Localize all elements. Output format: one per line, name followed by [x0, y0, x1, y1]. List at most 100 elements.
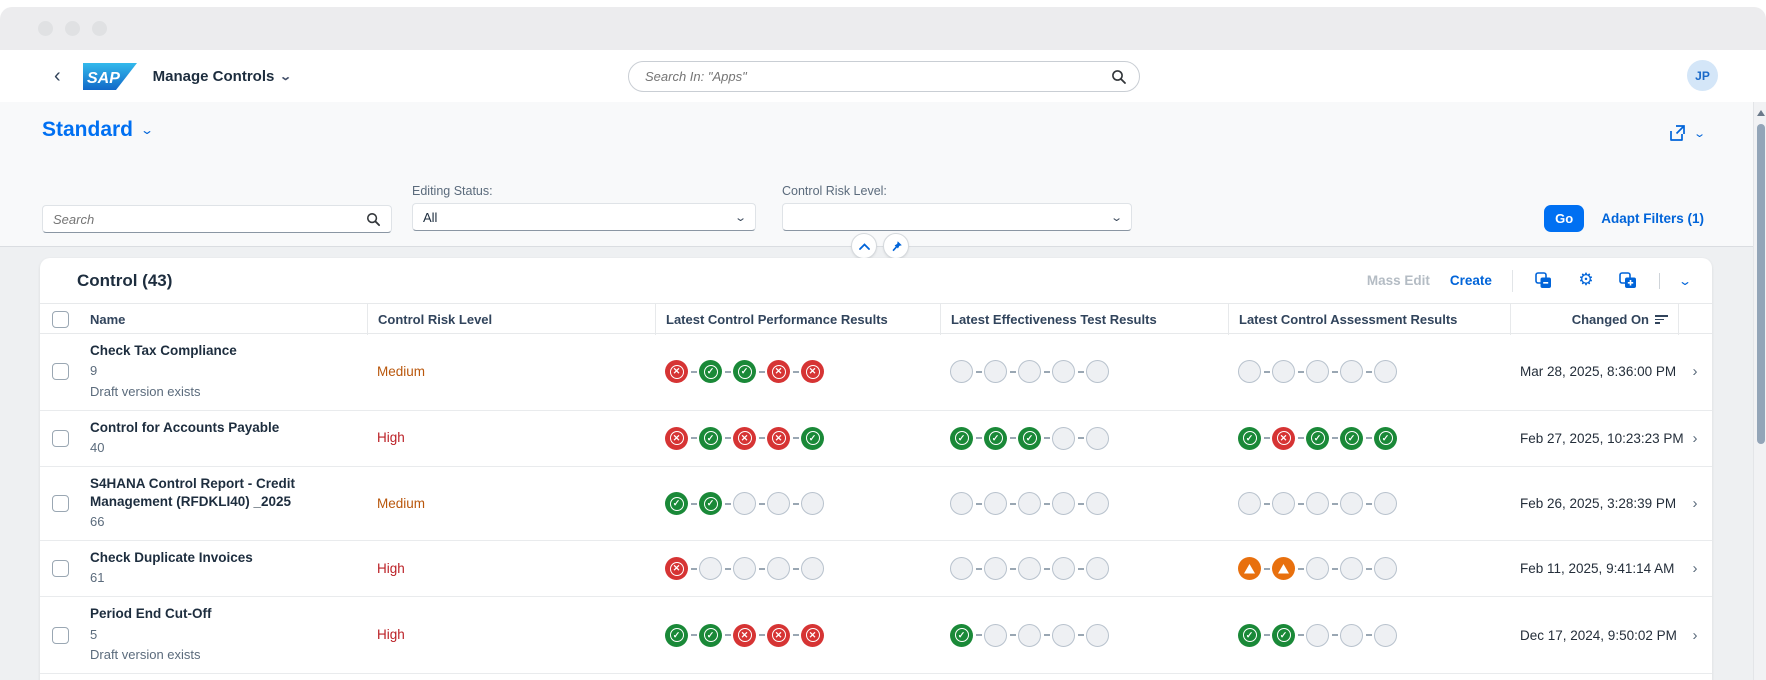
status-success-icon: ✓	[950, 624, 973, 647]
row-nav-chevron-icon[interactable]: ›	[1678, 619, 1712, 652]
status-none-icon	[801, 492, 824, 515]
status-error-icon: ✕	[665, 557, 688, 580]
status-success-icon: ✓	[1306, 427, 1329, 450]
mass-edit-button[interactable]: Mass Edit	[1367, 273, 1430, 288]
status-none-icon	[1306, 492, 1329, 515]
row-nav-chevron-icon[interactable]: ›	[1678, 355, 1712, 388]
draft-note: Draft version exists	[90, 646, 357, 665]
column-header-effectiveness[interactable]: Latest Effectiveness Test Results	[940, 304, 1228, 335]
app-title-menu[interactable]: Manage Controls ⌄	[153, 68, 291, 85]
performance-results: ✓✓✕✕✕	[655, 616, 940, 655]
row-nav-chevron-icon[interactable]: ›	[1678, 487, 1712, 520]
table-row[interactable]: Check Duplicate Invoices61High✕Feb 11, 2…	[40, 541, 1712, 597]
global-search[interactable]	[628, 61, 1140, 92]
row-nav-chevron-icon[interactable]: ›	[1678, 422, 1712, 455]
column-header-performance[interactable]: Latest Control Performance Results	[655, 304, 940, 335]
go-button[interactable]: Go	[1544, 205, 1584, 232]
control-table-card: Control (43) Mass Edit Create ⚙ ⌄ Name C…	[40, 258, 1712, 680]
column-header-assessment[interactable]: Latest Control Assessment Results	[1228, 304, 1510, 335]
table-row[interactable]: Period End Cut-Off5Draft version existsH…	[40, 597, 1712, 674]
scrollbar-thumb[interactable]	[1757, 124, 1765, 444]
variant-selector[interactable]: Standard ⌄	[42, 118, 152, 142]
status-error-icon: ✕	[767, 624, 790, 647]
copy-icon[interactable]	[1533, 270, 1555, 292]
status-success-icon: ✓	[1238, 624, 1261, 647]
status-error-icon: ✕	[665, 360, 688, 383]
search-icon[interactable]	[366, 212, 381, 227]
scrollbar-up-arrow-icon[interactable]	[1757, 110, 1765, 116]
editing-status-label: Editing Status:	[412, 184, 756, 198]
status-none-icon	[1052, 427, 1075, 450]
sort-descending-icon	[1655, 315, 1668, 324]
row-checkbox[interactable]	[52, 627, 69, 644]
status-none-icon	[1018, 624, 1041, 647]
performance-results: ✕✓✕✕✓	[655, 419, 940, 458]
status-warning-icon	[1238, 557, 1261, 580]
draft-note: Draft version exists	[90, 383, 357, 402]
share-menu-chevron-icon[interactable]: ⌄	[1693, 127, 1706, 140]
table-row[interactable]: Check Tax Compliance9Draft version exist…	[40, 334, 1712, 411]
pin-header-button[interactable]	[883, 233, 909, 259]
risk-level-select[interactable]: ⌄	[782, 203, 1132, 231]
status-none-icon	[1306, 624, 1329, 647]
table-row[interactable]: LAC_Check Suppliers65MediumDec 6, 2024, …	[40, 674, 1712, 680]
assessment-results	[1228, 484, 1510, 523]
status-success-icon: ✓	[801, 427, 824, 450]
status-none-icon	[1052, 557, 1075, 580]
status-none-icon	[950, 492, 973, 515]
status-success-icon: ✓	[950, 427, 973, 450]
search-icon[interactable]	[1111, 69, 1127, 85]
control-id: 40	[90, 439, 357, 458]
row-nav-chevron-icon[interactable]: ›	[1678, 552, 1712, 585]
status-none-icon	[1018, 360, 1041, 383]
adapt-filters-link[interactable]: Adapt Filters (1)	[1601, 211, 1704, 226]
window-controls[interactable]	[38, 21, 107, 36]
table-row[interactable]: Control for Accounts Payable40High✕✓✕✕✓✓…	[40, 411, 1712, 467]
select-all-checkbox[interactable]	[52, 311, 69, 328]
row-checkbox[interactable]	[52, 495, 69, 512]
risk-level-label: Control Risk Level:	[782, 184, 1132, 198]
changed-on-value: Mar 28, 2025, 8:36:00 PM	[1510, 356, 1678, 387]
export-menu-chevron-icon[interactable]: ⌄	[1678, 274, 1692, 288]
status-success-icon: ✓	[699, 427, 722, 450]
status-none-icon	[801, 557, 824, 580]
global-search-input[interactable]	[645, 69, 1111, 84]
editing-status-select[interactable]: All ⌄	[412, 203, 756, 231]
chevron-down-icon: ⌄	[1110, 211, 1123, 224]
assessment-results	[1228, 549, 1510, 588]
editing-status-value: All	[423, 210, 437, 225]
status-none-icon	[1238, 360, 1261, 383]
settings-gear-icon[interactable]: ⚙	[1575, 270, 1597, 292]
row-checkbox[interactable]	[52, 560, 69, 577]
page-header: Standard ⌄ ⌄ Editing Status: All ⌄ Contr…	[0, 102, 1766, 247]
export-icon[interactable]	[1617, 270, 1639, 292]
column-header-name[interactable]: Name	[80, 304, 367, 335]
window-zoom-icon[interactable]	[92, 21, 107, 36]
status-none-icon	[1374, 360, 1397, 383]
column-header-changed-on[interactable]: Changed On	[1510, 304, 1678, 335]
window-close-icon[interactable]	[38, 21, 53, 36]
collapse-header-button[interactable]	[851, 233, 877, 259]
avatar[interactable]: JP	[1687, 60, 1718, 91]
control-id: 9	[90, 362, 357, 381]
status-none-icon	[1374, 624, 1397, 647]
status-none-icon	[1340, 557, 1363, 580]
create-button[interactable]: Create	[1450, 273, 1492, 288]
window-minimize-icon[interactable]	[65, 21, 80, 36]
filter-search-input[interactable]	[53, 212, 366, 227]
status-none-icon	[984, 557, 1007, 580]
back-button[interactable]: ‹	[48, 64, 67, 88]
shell-header: ‹ SAP Manage Controls ⌄ JP	[0, 50, 1766, 102]
status-none-icon	[733, 557, 756, 580]
row-checkbox[interactable]	[52, 363, 69, 380]
column-header-risk[interactable]: Control Risk Level	[367, 304, 655, 335]
status-none-icon	[1018, 557, 1041, 580]
status-success-icon: ✓	[1018, 427, 1041, 450]
status-none-icon	[1374, 492, 1397, 515]
table-rows: Check Tax Compliance9Draft version exist…	[40, 334, 1712, 680]
share-icon[interactable]	[1668, 125, 1686, 142]
row-checkbox[interactable]	[52, 430, 69, 447]
vertical-scrollbar[interactable]	[1753, 102, 1766, 680]
table-row[interactable]: S4HANA Control Report - Credit Managemen…	[40, 467, 1712, 541]
filter-search-field[interactable]	[42, 205, 392, 233]
